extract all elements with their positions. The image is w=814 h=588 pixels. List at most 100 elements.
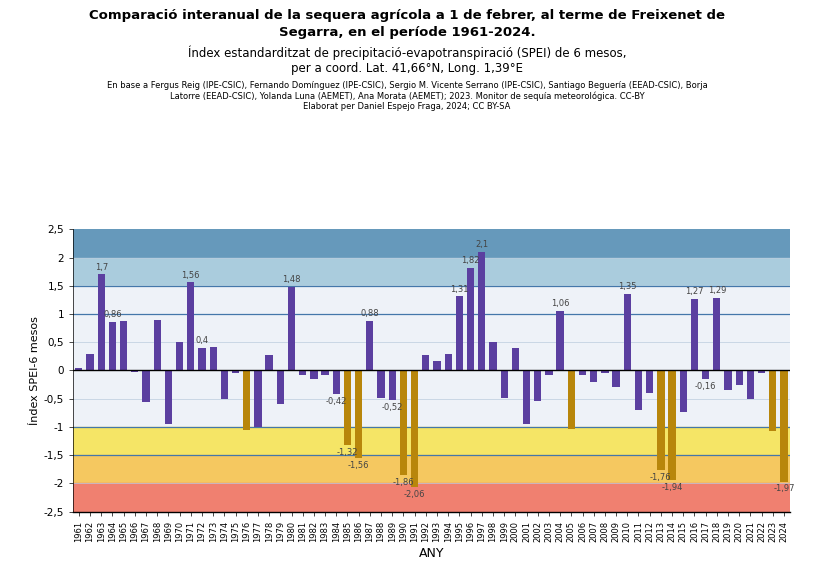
Y-axis label: Índex SPEI-6 mesos: Índex SPEI-6 mesos <box>29 316 40 425</box>
Bar <box>444 353 452 370</box>
Bar <box>534 370 541 402</box>
Text: 0,4: 0,4 <box>195 336 208 345</box>
Bar <box>73 258 790 286</box>
Text: -0,52: -0,52 <box>382 403 403 412</box>
Bar <box>758 370 765 373</box>
Text: -0,42: -0,42 <box>326 397 347 406</box>
Bar <box>254 370 261 427</box>
Bar <box>75 368 82 370</box>
Bar <box>624 294 631 370</box>
Bar <box>310 370 317 379</box>
Text: Índex estandarditzat de precipitació-evapotranspiració (SPEI) de 6 mesos,: Índex estandarditzat de precipitació-eva… <box>188 46 626 61</box>
Text: 1,82: 1,82 <box>462 256 479 265</box>
Bar <box>746 370 754 399</box>
Text: Segarra, en el període 1961-2024.: Segarra, en el període 1961-2024. <box>278 26 536 39</box>
Text: 1,35: 1,35 <box>618 282 637 292</box>
Bar <box>691 299 698 370</box>
Text: -1,94: -1,94 <box>661 483 683 492</box>
X-axis label: ANY: ANY <box>418 547 444 560</box>
Bar <box>579 370 586 375</box>
Bar <box>590 370 597 382</box>
Bar <box>478 252 485 370</box>
Bar <box>523 370 530 424</box>
Text: Comparació interanual de la sequera agrícola a 1 de febrer, al terme de Freixene: Comparació interanual de la sequera agrí… <box>89 9 725 22</box>
Bar <box>567 370 575 429</box>
Bar <box>411 370 418 487</box>
Bar <box>680 370 687 412</box>
Bar <box>781 370 788 482</box>
Text: per a coord. Lat. 41,66°N, Long. 1,39°E: per a coord. Lat. 41,66°N, Long. 1,39°E <box>291 62 523 75</box>
Text: Elaborat per Daniel Espejo Fraga, 2024; CC BY-SA: Elaborat per Daniel Espejo Fraga, 2024; … <box>304 102 510 111</box>
Text: 1,27: 1,27 <box>685 287 703 296</box>
Bar <box>433 362 440 370</box>
Text: 1,48: 1,48 <box>282 275 300 284</box>
Bar <box>400 370 407 476</box>
Bar <box>221 370 228 399</box>
Text: En base a Fergus Reig (IPE-CSIC), Fernando Domínguez (IPE-CSIC), Sergio M. Vicen: En base a Fergus Reig (IPE-CSIC), Fernan… <box>107 81 707 90</box>
Text: 1,29: 1,29 <box>707 286 726 295</box>
Bar <box>668 370 676 480</box>
Bar <box>131 370 138 372</box>
Text: -1,56: -1,56 <box>348 462 370 470</box>
Bar <box>73 455 790 483</box>
Bar <box>73 286 790 427</box>
Text: -0,16: -0,16 <box>695 382 716 391</box>
Text: 0,88: 0,88 <box>361 309 379 318</box>
Bar <box>489 342 497 370</box>
Bar <box>736 370 743 385</box>
Bar <box>422 355 430 370</box>
Bar <box>120 321 127 370</box>
Bar <box>109 322 116 370</box>
Bar <box>612 370 619 387</box>
Bar <box>232 370 239 373</box>
Bar <box>366 321 374 370</box>
Bar <box>164 370 172 424</box>
Bar <box>209 347 217 370</box>
Bar <box>73 229 790 258</box>
Bar <box>378 370 385 397</box>
Bar <box>98 275 105 370</box>
Bar <box>646 370 654 393</box>
Text: 2,1: 2,1 <box>475 240 488 249</box>
Text: -2,06: -2,06 <box>404 490 426 499</box>
Bar <box>154 320 161 370</box>
Bar <box>322 370 329 375</box>
Bar <box>769 370 777 431</box>
Bar <box>467 268 475 370</box>
Bar <box>243 370 251 430</box>
Bar <box>265 355 273 370</box>
Bar <box>187 282 195 370</box>
Bar <box>724 370 732 390</box>
Bar <box>176 342 183 370</box>
Bar <box>545 370 553 375</box>
Bar <box>333 370 340 394</box>
Text: -1,76: -1,76 <box>650 473 672 482</box>
Bar <box>73 427 790 455</box>
Bar <box>635 370 642 410</box>
Text: 1,31: 1,31 <box>450 285 469 293</box>
Bar <box>602 370 609 373</box>
Text: -1,86: -1,86 <box>392 478 414 487</box>
Text: 1,7: 1,7 <box>94 263 108 272</box>
Bar <box>501 370 508 397</box>
Bar <box>73 483 790 512</box>
Text: 0,86: 0,86 <box>103 310 122 319</box>
Bar <box>657 370 664 470</box>
Bar <box>199 348 206 370</box>
Text: Latorre (EEAD-CSIC), Yolanda Luna (AEMET), Ana Morata (AEMET); 2023. Monitor de : Latorre (EEAD-CSIC), Yolanda Luna (AEMET… <box>169 92 645 101</box>
Bar <box>288 287 295 370</box>
Text: 1,06: 1,06 <box>551 299 569 308</box>
Bar <box>299 370 306 375</box>
Text: -1,97: -1,97 <box>773 485 794 493</box>
Bar <box>702 370 709 379</box>
Bar <box>456 296 463 370</box>
Bar <box>142 370 150 402</box>
Bar <box>713 298 720 370</box>
Bar <box>388 370 396 400</box>
Bar <box>355 370 362 459</box>
Bar <box>86 353 94 370</box>
Bar <box>277 370 284 405</box>
Bar <box>512 348 519 370</box>
Text: -1,32: -1,32 <box>337 448 358 457</box>
Bar <box>557 310 564 370</box>
